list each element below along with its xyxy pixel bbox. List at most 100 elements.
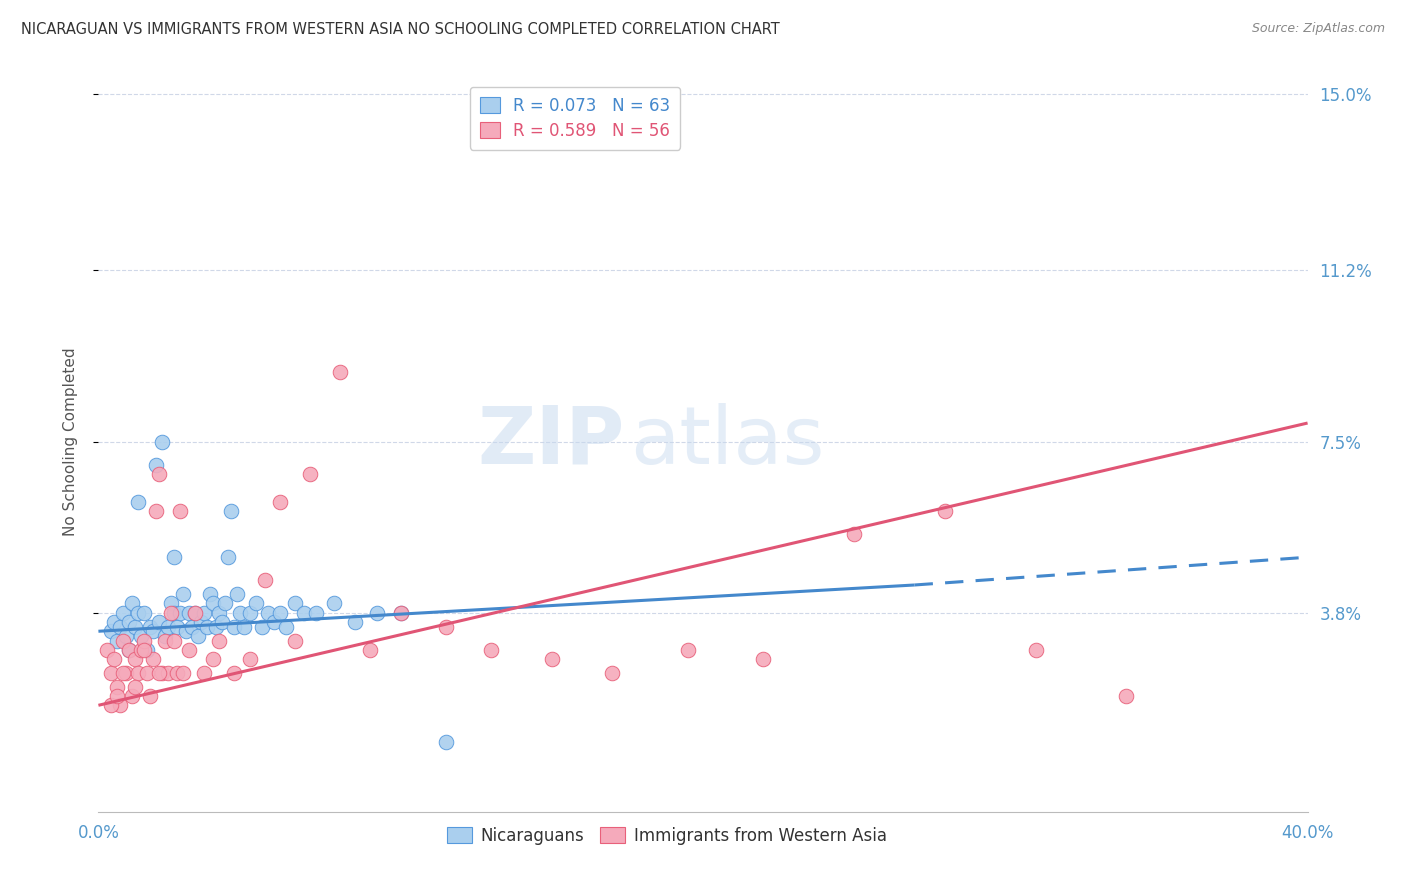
Point [163,633,186,648]
Point [121,689,143,703]
Point [127,606,149,620]
Point [142,624,165,639]
Point [132,642,155,657]
Point [163,606,186,620]
Point [100,698,122,713]
Point [224,619,246,633]
Point [752,652,775,666]
Point [193,665,215,680]
Point [284,597,307,611]
Text: ZIP: ZIP [477,402,624,481]
Point [269,606,291,620]
Point [1115,689,1137,703]
Point [169,504,191,518]
Point [214,597,236,611]
Point [229,606,252,620]
Point [250,619,273,633]
Point [103,652,125,666]
Point [111,606,134,620]
Point [150,434,173,449]
Point [434,735,457,749]
Point [139,689,162,703]
Point [156,619,179,633]
Point [127,494,149,508]
Point [292,606,315,620]
Point [108,698,131,713]
Point [100,624,122,639]
Point [132,633,155,648]
Point [263,615,285,629]
Point [148,615,170,629]
Point [269,494,291,508]
Point [179,642,201,657]
Point [540,652,562,666]
Point [166,619,188,633]
Point [129,642,152,657]
Point [124,652,146,666]
Point [118,615,141,629]
Point [114,629,136,643]
Text: NICARAGUAN VS IMMIGRANTS FROM WESTERN ASIA NO SCHOOLING COMPLETED CORRELATION CH: NICARAGUAN VS IMMIGRANTS FROM WESTERN AS… [21,22,780,37]
Point [253,574,276,588]
Point [179,606,201,620]
Point [160,597,183,611]
Point [481,642,503,657]
Point [217,550,239,565]
Point [305,606,328,620]
Point [153,629,176,643]
Point [132,606,155,620]
Point [202,652,225,666]
Text: Source: ZipAtlas.com: Source: ZipAtlas.com [1251,22,1385,36]
Point [360,642,382,657]
Point [202,597,225,611]
Point [205,619,228,633]
Point [124,619,146,633]
Point [166,665,188,680]
Point [139,619,162,633]
Point [111,633,134,648]
Point [96,642,118,657]
Point [389,606,412,620]
Point [211,615,233,629]
Point [245,597,267,611]
Point [105,633,128,648]
Point [105,689,128,703]
Point [344,615,367,629]
Point [135,665,157,680]
Point [187,629,209,643]
Point [100,665,122,680]
Point [118,642,141,657]
Point [163,550,186,565]
Point [323,597,346,611]
Point [602,665,624,680]
Point [156,665,179,680]
Point [208,606,231,620]
Point [232,619,254,633]
Point [174,624,197,639]
Point [135,642,157,657]
Point [208,633,231,648]
Point [256,606,278,620]
Point [124,680,146,694]
Point [145,504,167,518]
Point [142,652,165,666]
Point [127,665,149,680]
Point [118,642,141,657]
Point [274,619,297,633]
Point [121,597,143,611]
Text: atlas: atlas [630,402,825,481]
Point [221,504,243,518]
Point [108,619,131,633]
Point [389,606,412,620]
Point [172,587,194,601]
Point [129,629,152,643]
Point [224,665,246,680]
Point [148,665,170,680]
Y-axis label: No Schooling Completed: No Schooling Completed [63,347,77,536]
Point [676,642,699,657]
Point [190,615,212,629]
Point [160,606,183,620]
Point [239,652,262,666]
Point [299,467,322,481]
Point [329,365,352,379]
